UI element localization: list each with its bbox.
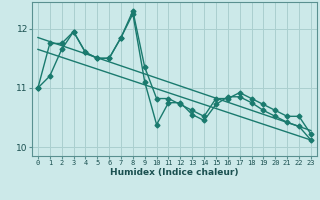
X-axis label: Humidex (Indice chaleur): Humidex (Indice chaleur) [110,168,239,177]
